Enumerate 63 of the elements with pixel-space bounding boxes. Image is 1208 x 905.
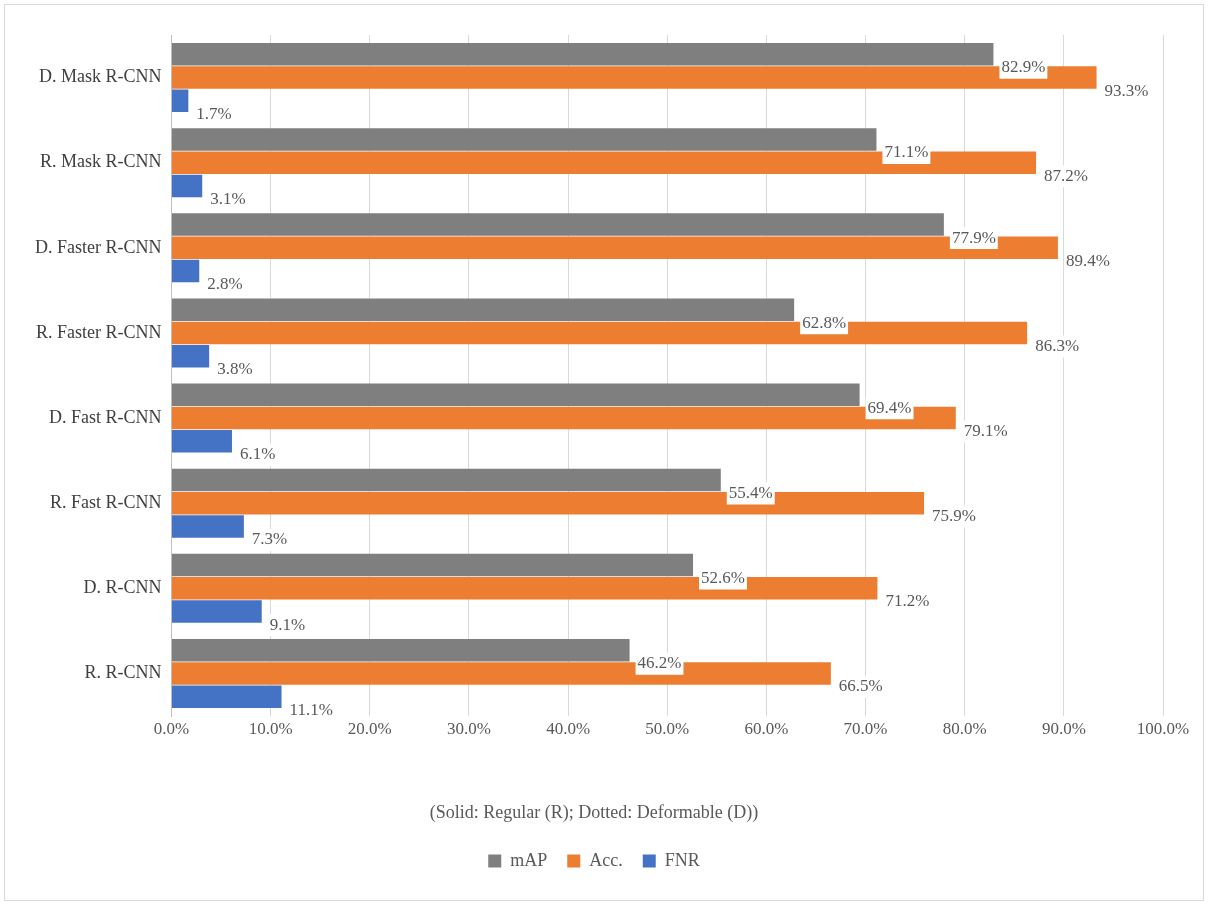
x-tick-label: 90.0%	[1041, 718, 1086, 738]
x-tick-label: 20.0%	[347, 718, 392, 738]
bar	[171, 259, 200, 283]
x-tick-label: 60.0%	[744, 718, 789, 738]
x-tick-label: 100.0%	[1136, 718, 1190, 738]
data-label: 3.8%	[217, 359, 253, 379]
y-tick-label: D. R-CNN	[83, 577, 162, 598]
bar	[171, 515, 244, 538]
y-tick-label: D. Faster R-CNN	[34, 236, 162, 257]
data-label: 55.4%	[728, 482, 773, 502]
data-label: 87.2%	[1044, 165, 1089, 185]
data-label: 69.4%	[867, 397, 912, 417]
bar	[171, 298, 795, 321]
y-tick-label: D. Fast R-CNN	[48, 406, 162, 427]
data-label: 46.2%	[637, 653, 682, 673]
data-label: 6.1%	[239, 444, 276, 464]
bar	[171, 430, 232, 453]
y-tick-label: R. R-CNN	[84, 662, 162, 683]
text: (Solid: Regular (R); Dotted: Deformable (D))	[429, 801, 759, 823]
x-tick-label: 80.0%	[942, 718, 987, 738]
data-label: 1.7%	[196, 103, 232, 123]
data-label: 2.8%	[207, 274, 243, 294]
bar	[171, 383, 860, 407]
x-tick-label: 30.0%	[446, 718, 491, 738]
bar	[171, 685, 282, 708]
y-tick-label: R. Mask R-CNN	[39, 151, 162, 172]
bar	[171, 553, 694, 577]
data-label: 79.1%	[963, 421, 1008, 441]
data-label: 89.4%	[1065, 250, 1110, 270]
bar	[171, 600, 262, 623]
y-tick-label: R. Faster R-CNN	[35, 321, 162, 342]
data-label: 7.3%	[251, 529, 288, 549]
data-label: 71.1%	[884, 142, 929, 162]
bar	[171, 213, 944, 236]
data-label: 66.5%	[838, 676, 883, 696]
data-label: 77.9%	[951, 227, 996, 247]
x-tick-label: 70.0%	[843, 718, 888, 738]
bar	[171, 89, 189, 113]
data-label: 82.9%	[1001, 57, 1046, 77]
legend-label: FNR	[664, 849, 700, 870]
data-label: 9.1%	[269, 614, 306, 634]
x-tick-label: 50.0%	[645, 718, 690, 738]
bar	[171, 468, 721, 492]
bar	[171, 43, 994, 66]
x-tick-label: 10.0%	[248, 718, 293, 738]
data-label: 3.1%	[210, 188, 246, 208]
data-label: 11.1%	[289, 699, 333, 719]
y-tick-label: D. Mask R-CNN	[38, 66, 162, 87]
bar	[171, 174, 203, 198]
legend-label: Acc.	[589, 849, 623, 870]
bar	[171, 344, 210, 368]
x-tick-label: 0.0%	[153, 718, 190, 738]
data-label: 71.2%	[885, 591, 930, 611]
bar	[171, 128, 877, 151]
bar	[171, 638, 630, 662]
y-tick-label: R. Fast R-CNN	[49, 491, 162, 512]
x-tick-label: 40.0%	[546, 718, 591, 738]
data-label: 86.3%	[1035, 335, 1080, 355]
data-label: 75.9%	[932, 506, 976, 526]
data-label: 93.3%	[1104, 80, 1149, 100]
data-label: 62.8%	[802, 312, 847, 332]
data-label: 52.6%	[701, 568, 745, 588]
legend-label: mAP	[510, 849, 548, 870]
